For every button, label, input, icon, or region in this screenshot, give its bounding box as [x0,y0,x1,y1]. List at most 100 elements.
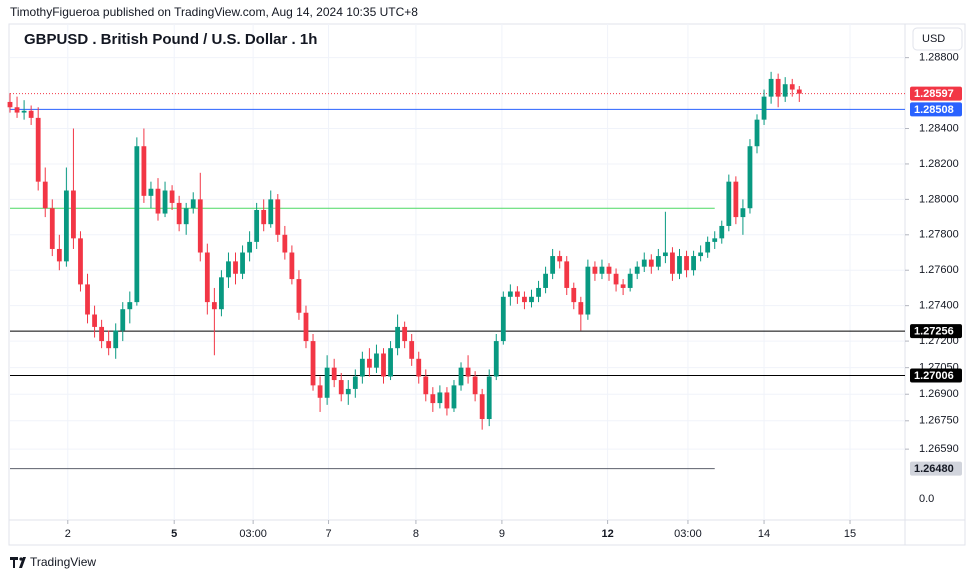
candle-body [113,330,119,349]
y-tick-label: 1.27800 [919,229,959,241]
candle-body [458,367,464,386]
y-tick-label: 1.28000 [919,193,959,205]
candle-body [543,273,548,288]
candle-body [226,261,231,278]
candle-body [176,202,182,225]
candle-body [613,273,619,285]
candle-body [63,190,69,262]
candle-body [550,256,556,274]
y-tick-label: 1.28400 [919,122,959,134]
candle-body [740,208,746,218]
candle-body [564,261,570,288]
candle-body [522,296,527,303]
candle-body [303,312,309,342]
candle-body [529,296,534,303]
candle-body [733,181,739,218]
candle-body [374,353,379,368]
candle-body [324,367,330,398]
currency-box[interactable] [912,27,963,51]
candle-body [500,296,506,342]
candle-body [430,394,436,404]
candle-body [627,273,633,288]
x-tick-label: 12 [601,528,613,540]
candle-body [437,392,443,404]
candle-body [21,110,27,113]
candle-body [261,210,267,225]
price-label-box [910,324,962,339]
candle-body [28,110,34,118]
candle-body [169,190,175,203]
candle-body [606,266,612,274]
candle-body [782,84,788,97]
candle-body [409,341,415,359]
y-tick-label: 1.27600 [919,264,959,276]
candle-body [197,199,203,253]
currency: USD [922,33,945,45]
logo-dot [19,557,23,561]
candle-body [240,252,245,274]
candle-body [585,266,591,315]
candle-body [747,146,753,209]
candle-body [7,101,13,108]
candle-body [247,241,253,253]
candle-body [557,256,563,262]
candle-body [120,309,126,331]
logo: TradingView [10,555,96,569]
candle-body [56,248,62,262]
candle-body [71,190,76,239]
candle-body [648,259,654,267]
candle-body [85,284,90,315]
price-label: 1.26480 [914,463,954,475]
candle-body [134,146,140,303]
x-tick-label: 9 [499,528,505,540]
axes: 1.28800 1.28400 1.28200 1.28000 1.27800 1.276… [65,52,962,540]
x-tick-label: 2 [65,528,71,540]
price-label: 1.27006 [914,370,954,382]
price-label: 1.28597 [914,88,954,100]
price-label: 1.27256 [914,326,954,338]
candle-body [381,353,386,377]
price-label-box [910,102,962,117]
candle-body [670,252,675,274]
candle-body [183,208,189,225]
candle-body [536,287,541,297]
candle-body [388,348,393,377]
x-tick-label: 8 [413,528,419,540]
candle-body [127,302,133,310]
y-tick-label: 1.26590 [919,443,959,455]
candle-body [698,252,704,257]
candle-body [578,302,584,315]
candle-body [14,107,20,113]
chart-frame [8,23,966,546]
candle-body [662,252,668,257]
candle-body [367,358,372,368]
candle-body [472,376,478,395]
y-tick-label: 1.28200 [919,158,959,170]
x-tick-label: 14 [758,528,770,540]
candle-body [204,252,210,303]
candle-body [641,259,647,267]
candle-body [141,146,147,196]
y-tick-label: 1.26900 [919,388,959,400]
candle-body [712,238,718,242]
y-tick-label: 1.26750 [919,415,959,427]
candle-body [219,277,224,310]
candle-body [486,376,492,420]
candle-body [268,199,274,225]
candle-body [451,385,457,409]
price-label-box [910,461,962,476]
candle-body [296,279,302,313]
candle-body [275,199,281,235]
candle-body [359,358,365,377]
candle-body [99,326,105,342]
candle-body [655,256,661,267]
candle-body [35,117,41,182]
candle-body [42,181,48,209]
candle-body [691,256,696,271]
x-tick-label: 03:00 [239,528,267,540]
candle-body [620,284,626,288]
candle-body [493,341,499,377]
candle-body [684,256,689,271]
candle-body [162,190,168,214]
